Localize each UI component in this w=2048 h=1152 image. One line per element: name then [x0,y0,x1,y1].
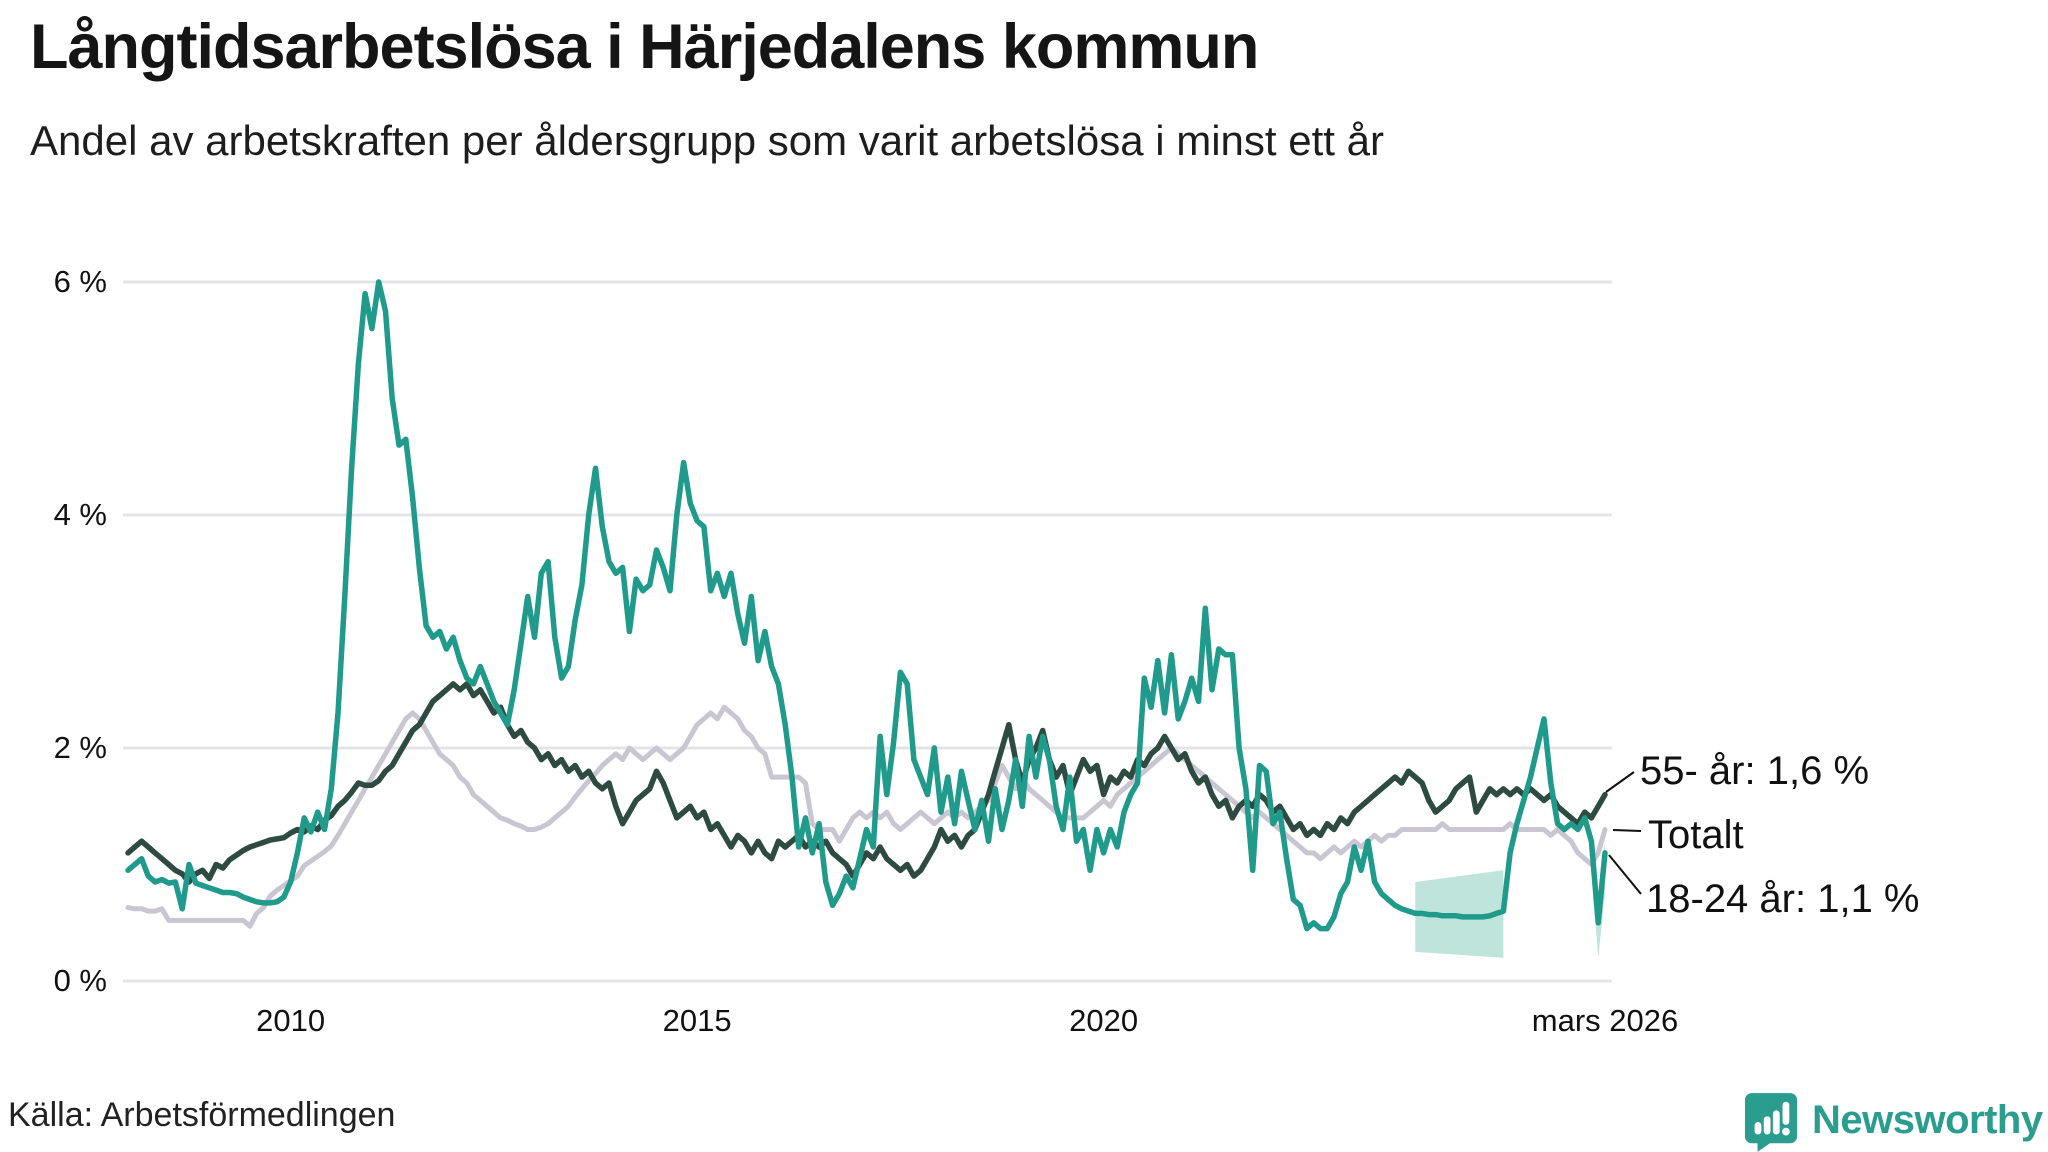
x-axis-tick-2015: 2015 [662,1003,732,1038]
x-axis-tick-mars-2026: mars 2026 [1531,1003,1679,1038]
y-axis-tick-2: 2 % [53,730,107,765]
series-label-totalt: Totalt [1648,813,1744,857]
brand-name: Newsworthy [1812,1098,2043,1142]
y-axis-tick-0: 0 % [53,963,107,998]
x-axis-tick-2010: 2010 [256,1003,326,1038]
x-axis-tick-2020: 2020 [1069,1003,1139,1038]
newsworthy-logo-icon [1744,1093,1798,1152]
series-label-55-ar: 55- år: 1,6 % [1640,749,1870,793]
series-label-18-24-ar: 18-24 år: 1,1 % [1646,877,1920,921]
y-axis-tick-4: 4 % [53,497,107,532]
source-note: Källa: Arbetsförmedlingen [8,1096,396,1134]
page-title: Långtidsarbetslösa i Härjedalens kommun [30,12,1259,82]
brand-logo: Newsworthy [1744,1092,2043,1152]
page-subtitle: Andel av arbetskraften per åldersgrupp s… [30,117,1384,164]
y-axis-tick-6: 6 % [53,264,107,299]
